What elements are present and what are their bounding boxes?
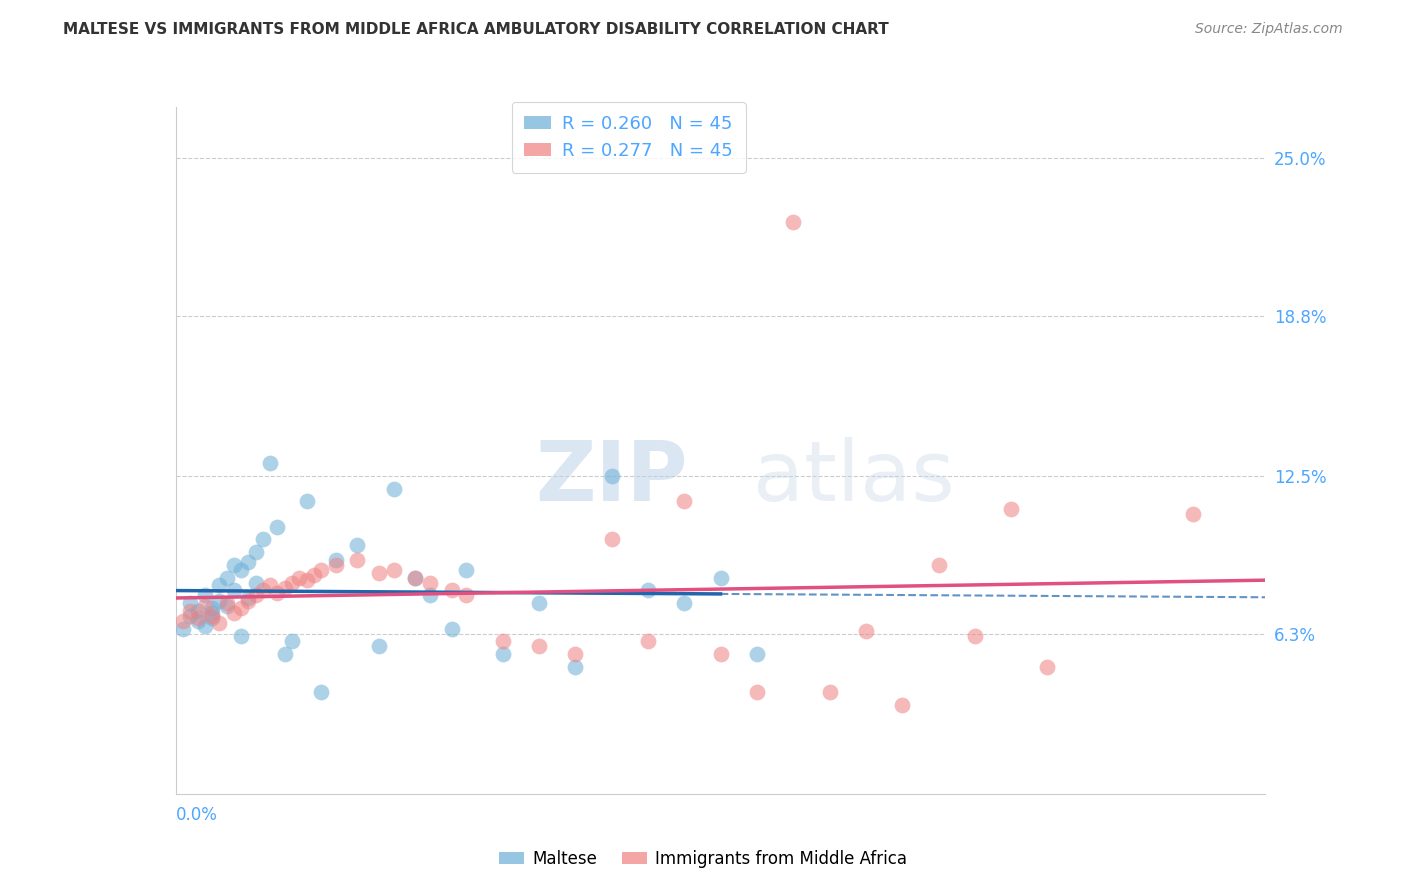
Point: [710, 571, 733, 585]
Point: [600, 533, 623, 547]
Point: [295, 494, 318, 508]
Point: [186, 604, 209, 618]
Point: [201, 608, 224, 623]
Point: [222, 607, 245, 621]
Point: [309, 685, 332, 699]
Point: [600, 469, 623, 483]
Point: [782, 214, 804, 228]
Point: [259, 578, 281, 592]
Text: 0.0%: 0.0%: [176, 806, 218, 824]
Point: [231, 629, 253, 643]
Point: [231, 601, 253, 615]
Point: [564, 647, 586, 661]
Point: [1181, 507, 1204, 521]
Point: [492, 634, 515, 648]
Point: [382, 482, 405, 496]
Point: [405, 571, 427, 585]
Point: [637, 634, 659, 648]
Point: [368, 566, 391, 580]
Point: [440, 622, 463, 636]
Point: [325, 558, 347, 572]
Point: [245, 575, 267, 590]
Point: [215, 571, 238, 585]
Point: [963, 629, 986, 643]
Legend: R = 0.260   N = 45, R = 0.277   N = 45: R = 0.260 N = 45, R = 0.277 N = 45: [512, 103, 745, 173]
Point: [259, 456, 281, 470]
Point: [238, 555, 260, 569]
Point: [201, 601, 224, 615]
Point: [419, 575, 441, 590]
Point: [179, 608, 201, 623]
Point: [266, 586, 288, 600]
Point: [673, 596, 696, 610]
Point: [215, 599, 238, 613]
Point: [309, 563, 332, 577]
Point: [194, 589, 217, 603]
Point: [222, 583, 245, 598]
Point: [456, 589, 478, 603]
Point: [1000, 502, 1022, 516]
Point: [710, 647, 733, 661]
Point: [245, 589, 267, 603]
Point: [745, 685, 768, 699]
Point: [928, 558, 950, 572]
Point: [208, 578, 231, 592]
Point: [295, 573, 318, 587]
Point: [637, 583, 659, 598]
Point: [266, 520, 288, 534]
Point: [179, 596, 201, 610]
Point: [527, 596, 550, 610]
Point: [194, 599, 217, 613]
Point: [245, 545, 267, 559]
Text: MALTESE VS IMMIGRANTS FROM MIDDLE AFRICA AMBULATORY DISABILITY CORRELATION CHART: MALTESE VS IMMIGRANTS FROM MIDDLE AFRICA…: [63, 22, 889, 37]
Point: [231, 563, 253, 577]
Point: [281, 575, 304, 590]
Point: [288, 571, 311, 585]
Point: [222, 558, 245, 572]
Point: [346, 553, 368, 567]
Text: atlas: atlas: [754, 437, 955, 518]
Point: [194, 619, 217, 633]
Point: [208, 616, 231, 631]
Text: Source: ZipAtlas.com: Source: ZipAtlas.com: [1195, 22, 1343, 37]
Point: [564, 659, 586, 673]
Point: [238, 591, 260, 605]
Point: [302, 568, 325, 582]
Point: [325, 553, 347, 567]
Point: [745, 647, 768, 661]
Point: [215, 596, 238, 610]
Point: [818, 685, 841, 699]
Point: [673, 494, 696, 508]
Point: [172, 622, 194, 636]
Point: [252, 583, 274, 598]
Point: [492, 647, 515, 661]
Point: [186, 611, 209, 625]
Point: [405, 571, 427, 585]
Point: [382, 563, 405, 577]
Point: [281, 634, 304, 648]
Point: [855, 624, 877, 638]
Point: [456, 563, 478, 577]
Text: ZIP: ZIP: [536, 437, 688, 518]
Point: [179, 604, 201, 618]
Point: [172, 614, 194, 628]
Point: [346, 538, 368, 552]
Point: [274, 581, 297, 595]
Point: [201, 607, 224, 621]
Point: [891, 698, 914, 712]
Point: [201, 611, 224, 625]
Point: [368, 640, 391, 654]
Point: [238, 593, 260, 607]
Point: [252, 533, 274, 547]
Point: [186, 614, 209, 628]
Point: [527, 640, 550, 654]
Point: [274, 647, 297, 661]
Legend: Maltese, Immigrants from Middle Africa: Maltese, Immigrants from Middle Africa: [492, 844, 914, 875]
Point: [440, 583, 463, 598]
Point: [1036, 659, 1059, 673]
Point: [208, 593, 231, 607]
Point: [419, 589, 441, 603]
